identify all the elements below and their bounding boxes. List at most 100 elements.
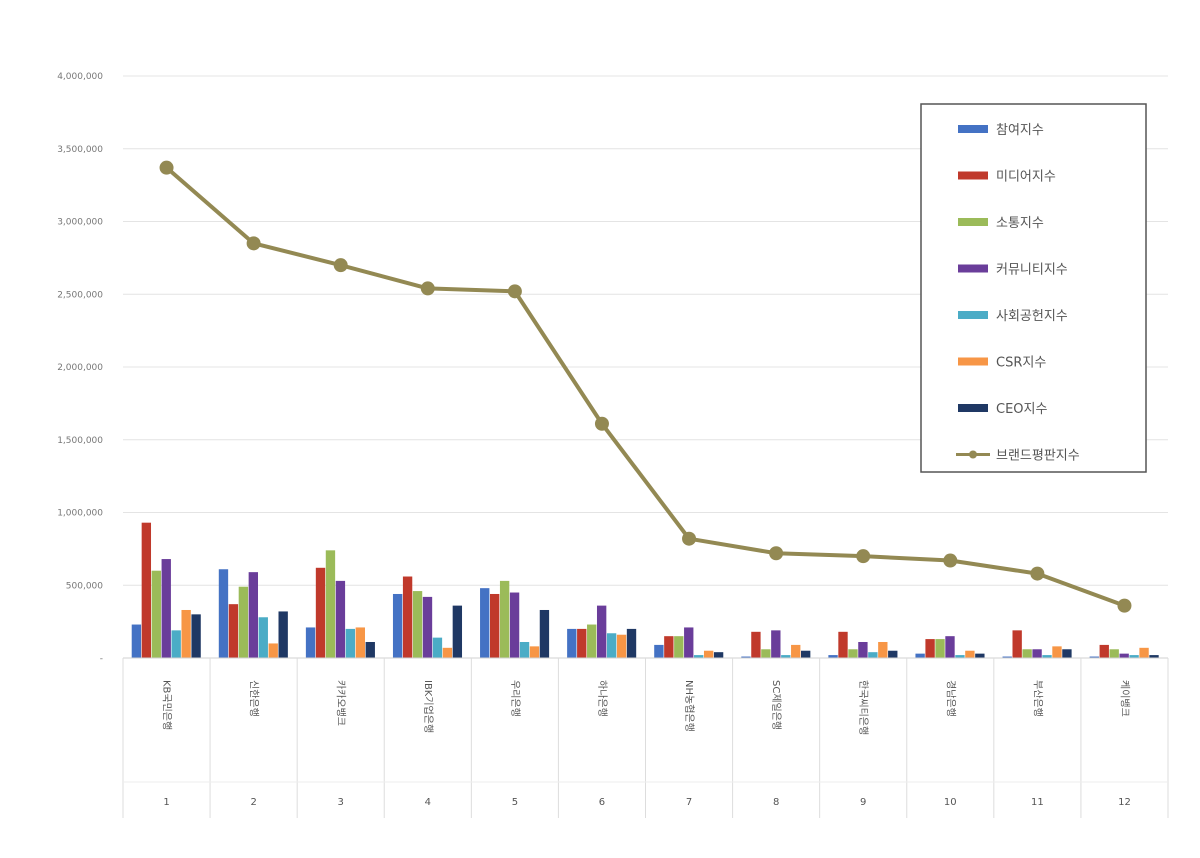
bar [1042, 655, 1052, 658]
x-category-label: 케이뱅크 [1118, 680, 1130, 717]
x-rank-label: 4 [425, 797, 431, 808]
line-point [333, 258, 348, 273]
x-rank-label: 1 [163, 797, 169, 808]
bar [751, 631, 761, 658]
y-tick-label: 2,000,000 [57, 363, 103, 373]
x-rank-label: 9 [860, 797, 866, 808]
legend-label: 미디어지수 [996, 170, 1056, 185]
bar [539, 609, 550, 658]
bar [945, 636, 955, 658]
bar [315, 567, 326, 658]
series-line [165, 166, 1126, 608]
x-category-label: NH농협은행 [683, 680, 696, 732]
bar [664, 636, 674, 658]
bar [654, 644, 664, 658]
legend-swatch [958, 171, 988, 180]
x-category-label: SC제일은행 [770, 680, 782, 730]
bar [616, 634, 627, 658]
bar [771, 630, 781, 658]
line-point [594, 416, 609, 431]
bar [848, 649, 858, 658]
bar [509, 592, 520, 658]
bar [674, 636, 684, 658]
gridlines [123, 75, 1168, 659]
bar [355, 627, 365, 658]
x-rank-label: 8 [773, 797, 779, 808]
bar [365, 641, 375, 658]
bar [975, 653, 985, 658]
x-category-label: 하나은행 [596, 680, 609, 717]
bar [965, 650, 975, 658]
legend-label: 소통지수 [996, 216, 1044, 231]
bar [878, 641, 888, 658]
x-rank-label: 6 [599, 797, 605, 808]
x-rank-label: 11 [1031, 797, 1044, 808]
line-point [159, 160, 174, 175]
bar [499, 580, 510, 658]
legend-label: 브랜드평판지수 [996, 449, 1080, 464]
legend-label: 커뮤니티지수 [996, 263, 1068, 278]
bar [131, 624, 142, 658]
bar [1099, 644, 1109, 658]
brand-index-line [159, 160, 1132, 613]
x-category-label: IBK기업은행 [422, 680, 435, 733]
x-category-label: 신한은행 [248, 680, 260, 717]
bar [1109, 649, 1119, 658]
x-axis-table: KB국민은행 1 신한은행 2 카카오뱅크 3 IBK기업은행 4 우리은행 5 하나은행 6 NH농협… [122, 657, 1169, 818]
line-point [682, 531, 697, 546]
bar [888, 650, 898, 658]
bar [703, 650, 714, 658]
y-tick-label: 4,000,000 [57, 72, 103, 82]
bar [713, 652, 724, 658]
legend-label: CEO지수 [996, 402, 1047, 417]
legend-swatch [958, 357, 988, 366]
bar [422, 596, 433, 658]
bar [171, 630, 181, 658]
bar [325, 550, 336, 658]
line-point [943, 553, 958, 568]
bar [761, 649, 771, 658]
legend-swatch [958, 404, 988, 412]
bar [1032, 649, 1042, 658]
bar [480, 588, 490, 658]
legend-marker [969, 450, 977, 459]
x-rank-label: 5 [512, 797, 518, 808]
bar [567, 628, 577, 658]
bar [151, 570, 161, 658]
bar [442, 647, 453, 658]
bar [791, 644, 801, 658]
y-tick-label: 1,000,000 [57, 509, 103, 519]
legend-label: CSR지수 [996, 356, 1046, 371]
x-category-label: 한국씨티은행 [857, 680, 869, 735]
x-category-label: 카카오뱅크 [335, 680, 347, 726]
bar [335, 580, 346, 658]
bar [141, 522, 152, 658]
bar [181, 609, 191, 658]
bar [161, 559, 171, 658]
x-rank-label: 12 [1118, 797, 1131, 808]
bar [268, 643, 278, 658]
bar [684, 627, 694, 658]
bar [305, 627, 316, 658]
legend-swatch [958, 125, 988, 133]
bar [606, 633, 617, 658]
bar [1052, 646, 1062, 658]
bar [392, 593, 403, 658]
bar [452, 605, 463, 658]
line-point [507, 284, 522, 299]
line-point [1030, 566, 1045, 581]
x-rank-label: 7 [686, 797, 692, 808]
bar [412, 591, 423, 658]
bar [345, 628, 356, 658]
legend-label: 참여지수 [996, 123, 1044, 138]
line-point [856, 549, 871, 564]
y-tick-label: 3,500,000 [57, 145, 103, 155]
line-point [246, 236, 261, 251]
bar [1022, 649, 1032, 658]
legend-swatch [958, 311, 988, 319]
bar [1119, 653, 1129, 658]
legend-swatch [958, 218, 988, 226]
bar [838, 631, 848, 658]
